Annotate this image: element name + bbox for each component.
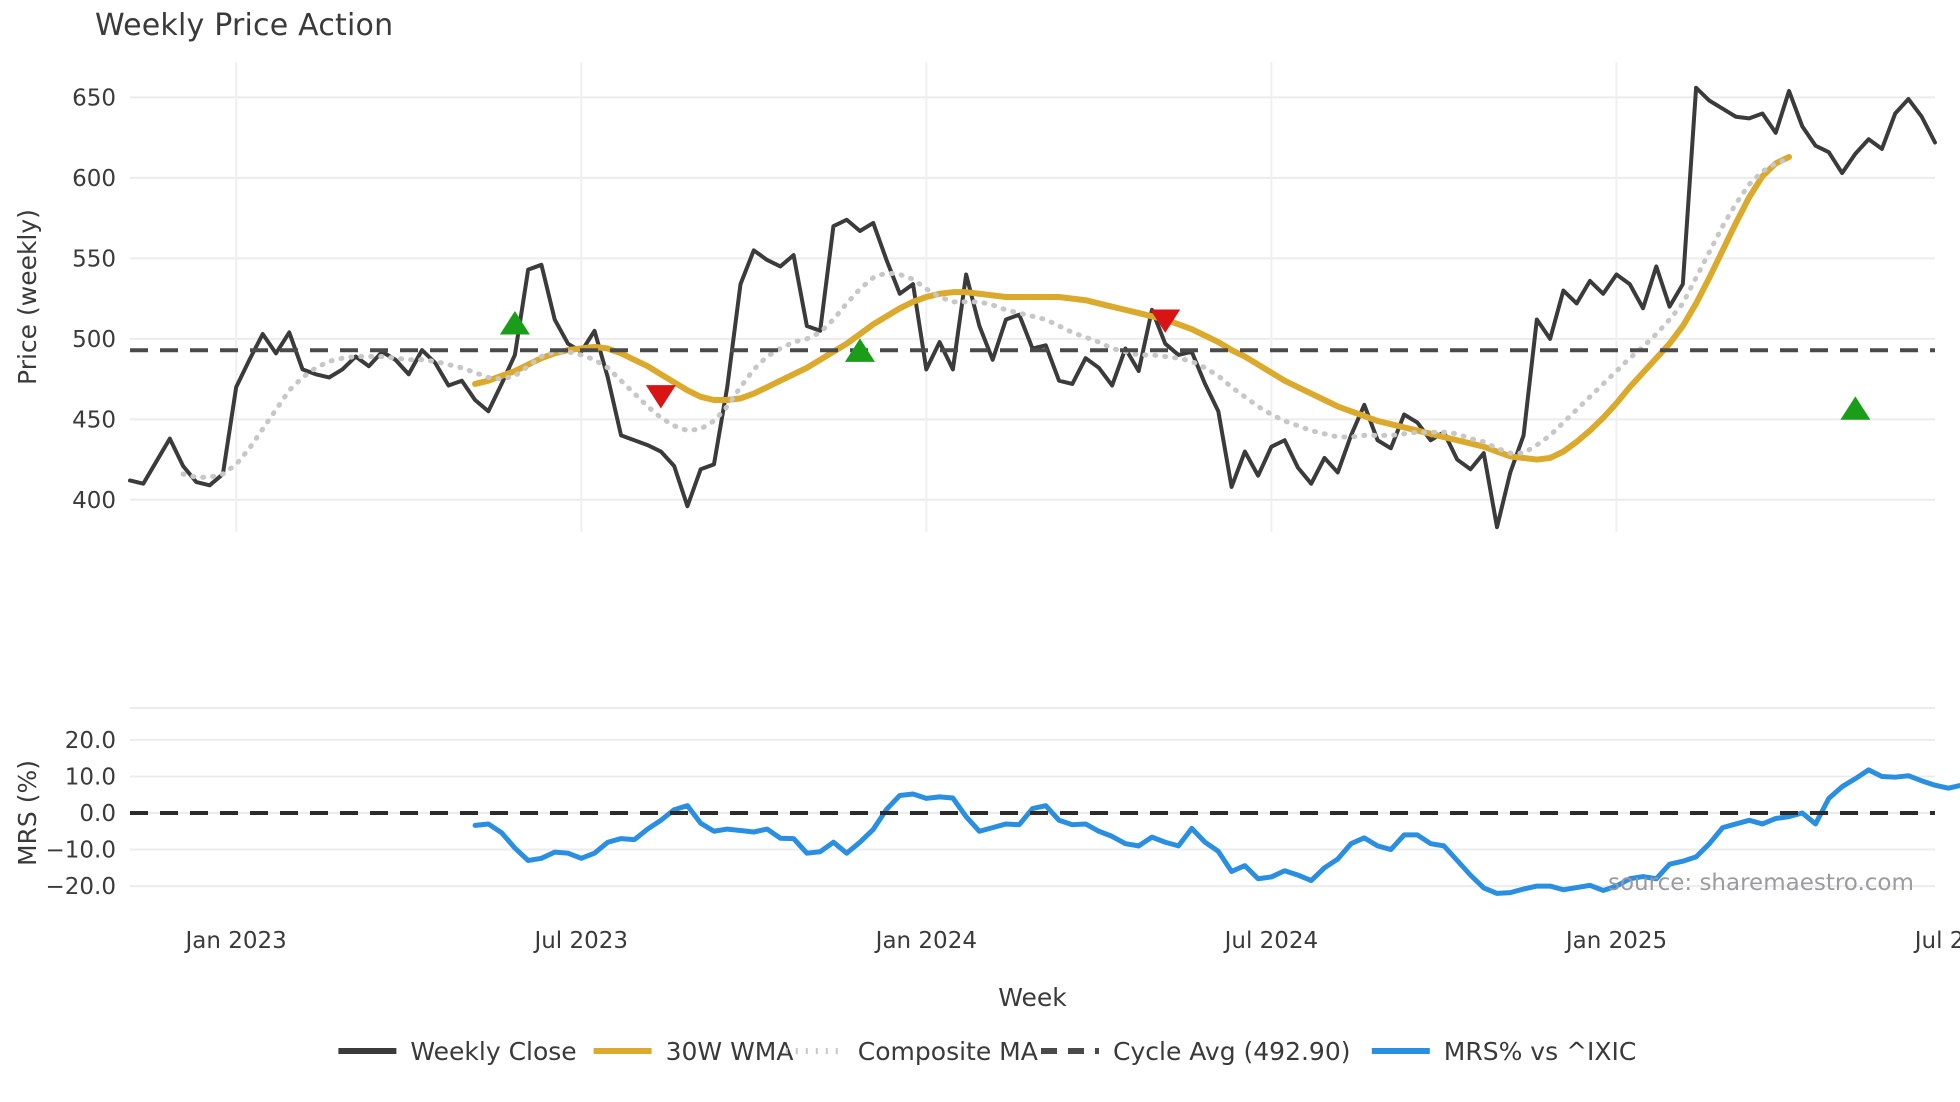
price-panel: 400 450 500 550 600 650 Price (weekly) [13, 62, 1937, 532]
series-weekly-close [128, 85, 1937, 530]
legend-label-0[interactable]: Weekly Close [410, 1037, 576, 1066]
sell-marker-icon [1150, 309, 1181, 333]
price-y-tick: 650 [72, 85, 116, 111]
x-axis-tick: Jan 2025 [1564, 928, 1667, 954]
mrs-axis-label: MRS (%) [13, 760, 42, 866]
buy-marker-icon [1840, 396, 1871, 420]
buy-marker-icon [499, 311, 530, 335]
legend-label-1[interactable]: 30W WMA [666, 1037, 794, 1066]
series-mrs-pct [472, 767, 1960, 896]
source-watermark: source: sharemaestro.com [1608, 870, 1914, 896]
price-y-tick: 600 [72, 166, 116, 192]
x-axis-tick: Jul 2025 [1913, 928, 1960, 954]
buy-marker-icon [844, 338, 875, 362]
price-y-tick: 550 [72, 246, 116, 272]
series-30w-wma [472, 153, 1793, 463]
price-y-tick: 500 [72, 327, 116, 353]
legend-label-4[interactable]: MRS% vs ^IXIC [1444, 1037, 1637, 1066]
x-axis-tick: Jul 2023 [532, 928, 628, 954]
legend-label-3[interactable]: Cycle Avg (492.90) [1113, 1037, 1351, 1066]
legend-label-2[interactable]: Composite MA [858, 1037, 1038, 1066]
mrs-y-tick: −20.0 [46, 874, 116, 900]
price-y-tick: 450 [72, 407, 116, 433]
page-title: Weekly Price Action [95, 8, 394, 43]
chart-legend[interactable]: Weekly Close 30W WMA Composite MA Cycle Avg… [338, 1037, 1636, 1066]
series-composite-ma [180, 156, 1792, 480]
mrs-panel: −20.0 −10.0 0.0 10.0 20.0 Jan 2023 Jul 2023 Jan… [13, 707, 1960, 1012]
x-axis-tick: Jan 2023 [184, 928, 287, 954]
sell-marker-icon [645, 385, 676, 409]
price-y-tick: 400 [72, 488, 116, 514]
price-axis-label: Price (weekly) [13, 209, 42, 385]
mrs-y-tick: −10.0 [46, 838, 116, 864]
mrs-y-tick: 0.0 [79, 801, 116, 827]
x-axis-tick: Jan 2024 [874, 928, 977, 954]
mrs-y-tick: 10.0 [65, 764, 116, 790]
x-axis-label: Week [998, 983, 1067, 1012]
mrs-y-tick: 20.0 [65, 728, 116, 754]
x-axis-tick: Jul 2024 [1223, 928, 1319, 954]
